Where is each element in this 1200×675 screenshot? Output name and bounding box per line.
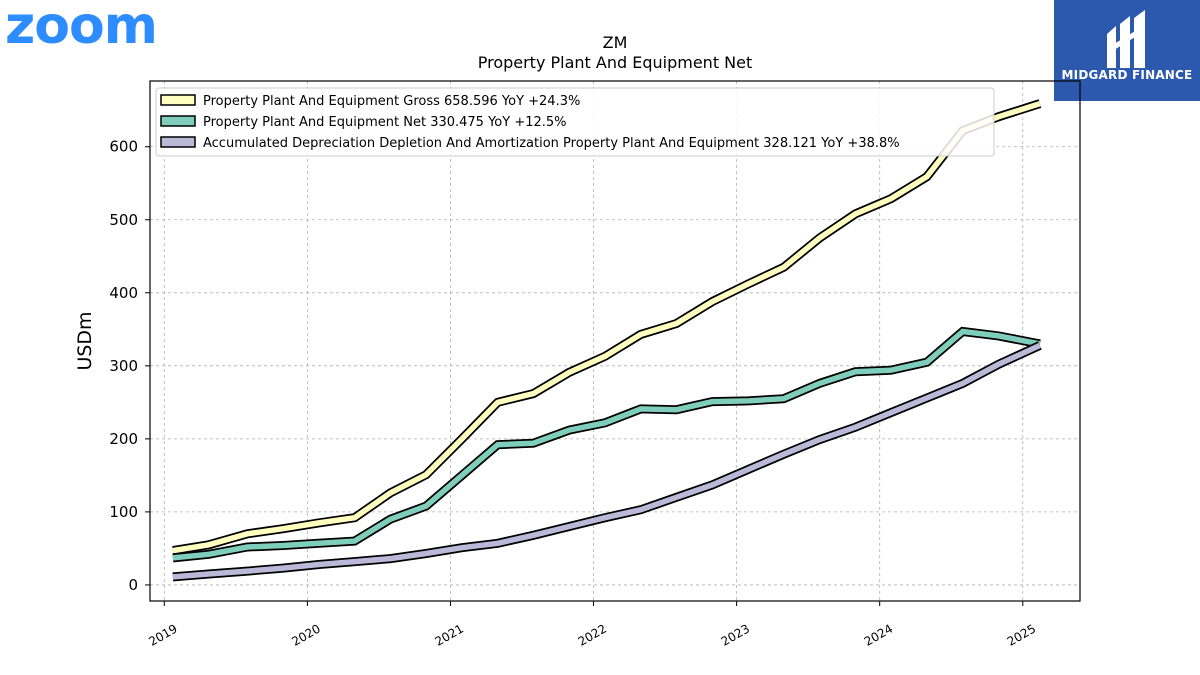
x-tick-label: 2019 <box>146 621 179 648</box>
y-tick-label: 100 <box>109 503 138 521</box>
legend-entry-1: Property Plant And Equipment Net 330.475… <box>203 115 567 130</box>
legend-entry-2: Accumulated Depreciation Depletion And A… <box>203 136 900 151</box>
legend-entry-0: Property Plant And Equipment Gross 658.5… <box>203 94 580 109</box>
chart-title: ZM <box>603 33 628 52</box>
legend-swatch-2 <box>160 136 196 148</box>
x-tick-label: 2021 <box>433 621 466 648</box>
y-tick-label: 600 <box>109 138 138 156</box>
zoom-logo: zoom <box>5 0 158 56</box>
legend-swatch-1 <box>160 115 196 127</box>
midgard-logo-icon <box>1107 10 1145 68</box>
x-tick-label: 2024 <box>862 621 895 648</box>
brand-name: MIDGARD FINANCE <box>1061 68 1193 82</box>
series-line-2 <box>172 342 1042 580</box>
brand-badge: MIDGARD FINANCE <box>1054 0 1200 101</box>
y-tick-label: 0 <box>128 576 138 594</box>
chart-subtitle: Property Plant And Equipment Net <box>478 53 753 72</box>
x-tick-label: 2020 <box>289 621 322 648</box>
y-tick-label: 400 <box>109 284 138 302</box>
series-line-outline-0 <box>172 99 1042 556</box>
legend-swatch-0 <box>160 94 196 106</box>
y-axis-label: USDm <box>74 311 96 370</box>
x-tick-label: 2023 <box>719 621 752 648</box>
y-tick-label: 200 <box>109 430 138 448</box>
series-line-1 <box>172 328 1041 561</box>
series-line-0 <box>172 100 1041 554</box>
plot-area-frame <box>149 80 1081 602</box>
x-tick-label: 2022 <box>576 621 609 648</box>
y-tick-label: 300 <box>109 357 138 375</box>
x-tick-label: 2025 <box>1005 621 1038 648</box>
legend-box <box>155 87 995 157</box>
y-tick-label: 500 <box>109 211 138 229</box>
